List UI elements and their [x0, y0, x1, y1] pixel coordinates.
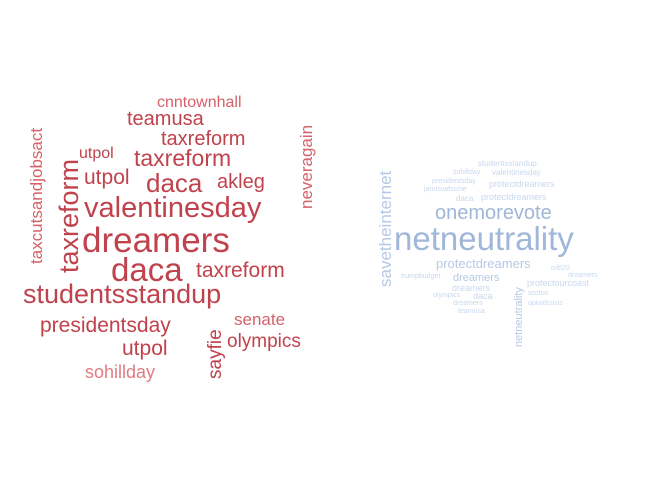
word-dreamers-4: dreamers: [453, 300, 483, 307]
word-senate: senate: [234, 310, 286, 329]
word-olympics: olympics: [227, 331, 301, 352]
word-onemorevote: onemorevote: [435, 202, 552, 224]
word-protectdreamers-1: protectdreamers: [436, 256, 531, 271]
word-valentinesday: valentinesday: [84, 192, 262, 224]
word-utpol-1: utpol: [84, 166, 130, 189]
word-netneutrality-large: netneutrality: [394, 220, 574, 257]
word-taxreform-1: taxreform: [134, 145, 232, 171]
word-valentinesday: valentinesday: [492, 168, 541, 177]
word-teamusa: teamusa: [127, 108, 204, 130]
word-akleg: akleg: [217, 171, 265, 193]
word-taxreform-3: taxreform: [196, 259, 285, 282]
word-presidentsday: presidentsday: [40, 314, 171, 337]
word-studentsstandup: studentsstandup: [23, 279, 222, 309]
word-tvl620: tvl620: [551, 265, 570, 272]
word-janusvafscme: janusvafscme: [424, 186, 467, 193]
word-opioidcrisis: opioidcrisis: [528, 300, 563, 307]
word-teamusa: teamusa: [458, 308, 485, 315]
word-utpol-3: utpol: [122, 337, 168, 360]
word-protectourcoast: protectourcoast: [527, 278, 590, 288]
word-scotus: scotus: [528, 290, 549, 297]
word-dreamers-3: dreamers: [452, 283, 491, 293]
word-trumpbudget: trumpbudget: [401, 273, 441, 280]
word-dreamers: dreamers: [82, 221, 230, 260]
word-daca-large: daca: [111, 251, 183, 288]
word-dreamers-1: dreamers: [453, 272, 500, 284]
word-taxreform-2: taxreform: [161, 128, 246, 150]
word-protectdreamers-3: protectdreamers: [481, 192, 547, 202]
word-protectdreamers-2: protectdreamers: [489, 179, 555, 189]
word-utpol-2: utpol: [79, 145, 114, 162]
word-cnntownhall: cnntownhall: [157, 94, 242, 111]
word-daca-2: daca: [473, 291, 493, 301]
word-sohillday: sohillday: [85, 362, 156, 382]
word-olympics: olympics: [433, 292, 461, 299]
word-daca-medium: daca: [146, 168, 203, 198]
word-daca-1: daca: [456, 194, 474, 203]
word-sohillday: sohillday: [453, 169, 481, 176]
word-dreamers-2: dreamers: [568, 272, 598, 279]
word-netneutrality-vertical: netneutrality: [513, 287, 525, 347]
word-presidentsday: presidentsday: [432, 178, 476, 185]
word-savetheinternet: savetheinternet: [376, 170, 395, 287]
word-studentsstandup: studentsstandup: [478, 159, 537, 168]
